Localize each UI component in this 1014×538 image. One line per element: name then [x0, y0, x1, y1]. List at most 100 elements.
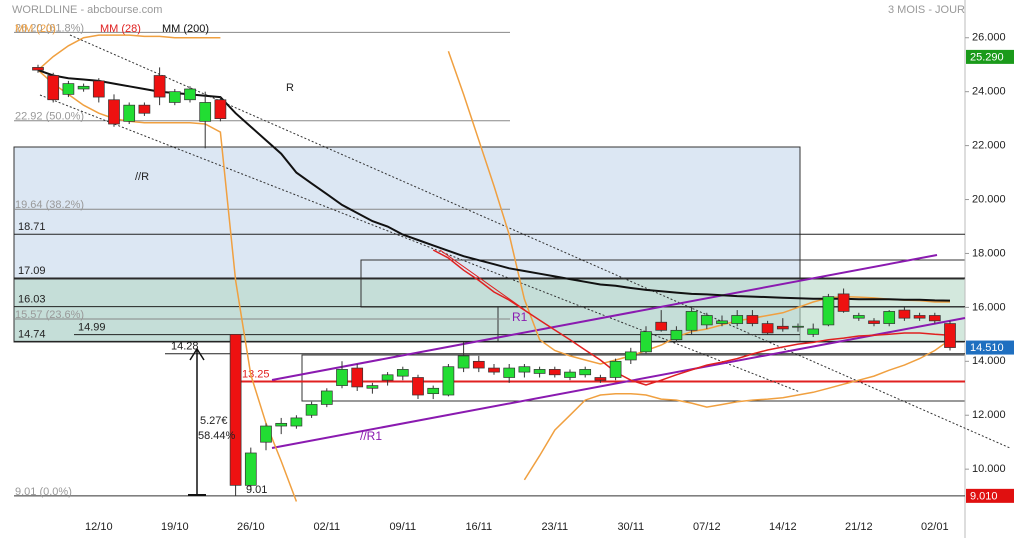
fib-label: 9.01 (0.0%) — [15, 486, 72, 498]
candle-body — [412, 377, 424, 396]
legend-entry: MM (28) — [100, 23, 141, 35]
annotation: //R1 — [360, 429, 382, 443]
candle-body — [381, 374, 394, 381]
candle-body — [168, 91, 181, 103]
period: 3 MOIS - JOUR — [888, 4, 965, 16]
candle-body — [837, 293, 850, 312]
candle-body — [655, 321, 668, 331]
y-tick-label: 16.000 — [972, 301, 1006, 313]
y-tick-label: 26.000 — [972, 32, 1006, 44]
candle-body — [807, 328, 820, 335]
legend-entry: MM (200) — [162, 23, 209, 35]
candle-body — [685, 311, 698, 331]
ma-line — [37, 34, 950, 365]
candle-body — [184, 88, 196, 101]
candle-body — [320, 390, 333, 405]
level-label: 14.99 — [78, 322, 106, 334]
price-tag-label: 9.010 — [970, 490, 998, 502]
candle-body — [472, 360, 485, 369]
trend-line — [271, 317, 966, 449]
candle-body — [883, 311, 896, 324]
candle-body — [32, 67, 44, 71]
candle-body — [457, 355, 470, 369]
trend-line — [69, 34, 1011, 449]
candle-body — [792, 325, 804, 328]
x-tick-label: 14/12 — [769, 521, 797, 533]
candle-body — [92, 80, 105, 98]
level-label: 14.28 — [171, 341, 199, 353]
candle-body — [229, 333, 242, 486]
candle-body — [199, 102, 212, 122]
candle-body — [488, 367, 500, 373]
candle-body — [594, 377, 607, 381]
y-tick-label: 20.000 — [972, 193, 1006, 205]
level-label: 14.74 — [18, 328, 46, 340]
candle-body — [351, 367, 364, 388]
price-tag — [966, 340, 1014, 355]
level-label: 16.03 — [18, 293, 46, 305]
candle-body — [564, 371, 576, 378]
candle-body — [138, 104, 151, 114]
candle-body — [579, 369, 592, 376]
candle-body — [533, 369, 546, 374]
x-tick-label: 26/10 — [237, 521, 265, 533]
x-tick-label: 16/11 — [465, 521, 492, 533]
ma-line — [432, 249, 951, 386]
candle-body — [928, 315, 941, 322]
candle-body — [776, 325, 789, 330]
y-tick-label: 22.000 — [972, 140, 1006, 152]
candle-body — [624, 351, 637, 361]
candle-body — [716, 320, 728, 324]
candle-body — [944, 323, 956, 348]
trend-line — [439, 249, 526, 311]
candle-body — [609, 360, 622, 378]
level-label: 13.25 — [242, 368, 270, 380]
candle-body — [700, 315, 713, 326]
price-tag — [966, 488, 1014, 503]
annotation: //R — [135, 171, 149, 183]
candle-body — [290, 417, 303, 427]
candle-body — [746, 315, 759, 324]
price-tag-label: 14.510 — [970, 342, 1004, 354]
x-tick-label: 07/12 — [693, 521, 721, 533]
annotation: 5.27€ — [200, 415, 228, 427]
annotation: 9.01 — [246, 484, 267, 496]
candle-body — [123, 104, 136, 122]
candle-body — [640, 331, 652, 353]
candle-body — [548, 369, 561, 376]
candle-body — [761, 323, 774, 334]
candle-body — [214, 99, 227, 119]
ma-line — [37, 69, 951, 502]
annotation: R — [286, 82, 294, 94]
candle-body — [153, 75, 166, 98]
x-tick-label: 12/10 — [85, 521, 113, 533]
fib-label: 26.20 (61.8%) — [15, 22, 84, 34]
candle-body — [852, 315, 865, 319]
trend-line — [271, 254, 938, 381]
candle-body — [396, 369, 409, 377]
price-tag — [966, 49, 1014, 64]
x-tick-label: 23/11 — [541, 521, 568, 533]
candle-body — [47, 75, 60, 101]
x-tick-label: 30/11 — [617, 521, 644, 533]
candle-body — [244, 452, 257, 486]
candle-body — [108, 99, 120, 125]
candle-body — [336, 369, 348, 386]
candle-body — [898, 309, 911, 319]
y-tick-label: 10.000 — [972, 463, 1006, 475]
y-tick-label: 14.000 — [972, 355, 1006, 367]
candle-body — [670, 329, 683, 341]
arrow-head — [189, 347, 205, 361]
legend-entry: MM (20) — [15, 23, 56, 35]
candle-body — [503, 367, 516, 378]
candle-body — [427, 387, 440, 395]
level-label: 18.71 — [18, 221, 46, 233]
candle-body — [305, 404, 318, 416]
candle-body — [518, 366, 531, 373]
x-tick-label: 09/11 — [389, 521, 416, 533]
x-tick-label: 21/12 — [845, 521, 873, 533]
candle-body — [260, 425, 272, 443]
y-tick-label: 18.000 — [972, 247, 1006, 259]
fib-label: 19.64 (38.2%) — [15, 199, 84, 211]
candle-body — [822, 296, 835, 326]
